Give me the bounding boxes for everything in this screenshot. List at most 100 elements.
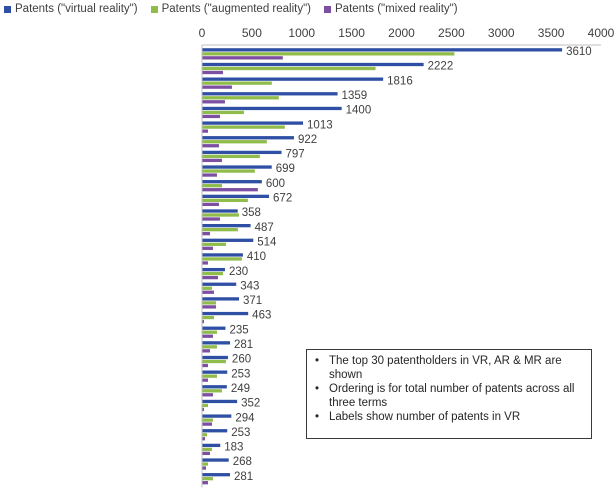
legend-swatch-mixed-reality [324, 5, 332, 13]
data-label: 3610 [566, 46, 592, 58]
data-label: 343 [240, 280, 259, 292]
bar-virtual-reality [202, 443, 221, 448]
bar-augmented-reality [202, 315, 214, 320]
bar-augmented-reality [202, 286, 212, 290]
notes-box: The top 30 patentholders in VR, AR & MR … [306, 349, 592, 439]
bar-mixed-reality [202, 158, 222, 163]
data-label: 410 [247, 251, 266, 263]
bar-mixed-reality [202, 319, 204, 324]
bar-virtual-reality [202, 121, 304, 125]
data-label: 1400 [346, 105, 372, 117]
data-label: 235 [229, 324, 248, 336]
bar-mixed-reality [202, 451, 210, 456]
bar-mixed-reality [202, 275, 218, 280]
data-label: 1816 [387, 75, 413, 87]
bar-virtual-reality [202, 341, 231, 345]
bar-virtual-reality [202, 311, 249, 316]
bar-mixed-reality [202, 100, 225, 104]
bar-virtual-reality [202, 165, 272, 169]
bar-virtual-reality [202, 209, 238, 213]
data-label: 253 [231, 368, 250, 380]
bar-mixed-reality [202, 85, 232, 89]
bar-augmented-reality [202, 242, 226, 246]
note-item: Ordering is for total number of patents … [315, 383, 585, 410]
legend-swatch-virtual-reality [4, 5, 11, 13]
bar-augmented-reality [202, 477, 213, 481]
bar-mixed-reality [202, 261, 208, 265]
bar-augmented-reality [202, 271, 223, 276]
bar-mixed-reality [202, 173, 217, 177]
bar-augmented-reality [202, 81, 272, 85]
bar-mixed-reality [202, 202, 219, 206]
bar-virtual-reality [202, 399, 238, 404]
bar-augmented-reality [202, 447, 212, 452]
bar-mixed-reality [202, 114, 220, 119]
data-label: 281 [234, 339, 253, 351]
bar-mixed-reality [202, 437, 205, 441]
bar-virtual-reality [202, 355, 228, 360]
bar-mixed-reality [202, 232, 210, 236]
note-item: Labels show number of patents in VR [315, 411, 585, 425]
data-label: 249 [231, 383, 250, 395]
bar-augmented-reality [202, 198, 248, 202]
data-label: 600 [266, 178, 285, 190]
data-label: 1359 [342, 90, 368, 102]
data-label: 463 [252, 310, 271, 322]
bar-virtual-reality [202, 370, 228, 374]
bar-mixed-reality [202, 188, 258, 192]
legend-label-virtual-reality: Patents ("virtual reality") [15, 3, 138, 15]
data-label: 281 [234, 471, 253, 483]
legend-swatch-augmented-reality [150, 5, 158, 13]
data-label: 352 [241, 398, 260, 410]
bar-virtual-reality [202, 326, 226, 330]
bar-mixed-reality [202, 481, 208, 485]
bar-augmented-reality [202, 125, 285, 129]
data-label: 294 [235, 412, 255, 424]
bar-augmented-reality [202, 140, 267, 144]
bar-augmented-reality [202, 433, 207, 437]
bar-augmented-reality [202, 228, 238, 232]
data-label: 230 [229, 266, 248, 278]
data-label: 2222 [428, 61, 454, 73]
bar-virtual-reality [202, 297, 240, 301]
bar-virtual-reality [202, 267, 225, 272]
bar-augmented-reality [202, 52, 455, 56]
bar-augmented-reality [202, 154, 260, 159]
data-label: 797 [286, 149, 305, 161]
chart-legend: Patents ("virtual reality") Patents ("au… [4, 1, 471, 17]
bar-augmented-reality [202, 374, 217, 378]
data-label: 1013 [307, 119, 333, 131]
bar-mixed-reality [202, 466, 206, 470]
data-label: 699 [276, 163, 295, 175]
bar-mixed-reality [202, 144, 219, 148]
bar-virtual-reality [202, 414, 232, 418]
data-label: 487 [255, 222, 274, 234]
bar-mixed-reality [202, 290, 214, 294]
legend-item-mixed-reality: Patents ("mixed reality") [324, 1, 458, 17]
bar-mixed-reality [202, 363, 208, 368]
bar-augmented-reality [202, 169, 255, 173]
bar-virtual-reality [202, 136, 294, 140]
bar-mixed-reality [202, 407, 204, 412]
x-tick-label: 2000 [388, 26, 415, 40]
data-label: 268 [233, 456, 252, 468]
bar-mixed-reality [202, 217, 220, 221]
bar-virtual-reality [202, 253, 243, 257]
bar-virtual-reality [202, 62, 424, 67]
x-tick-label: 500 [242, 26, 262, 40]
x-tick-label: 1500 [338, 26, 365, 40]
legend-label-mixed-reality: Patents ("mixed reality") [335, 3, 458, 15]
bar-virtual-reality [202, 224, 251, 228]
bar-virtual-reality [202, 194, 270, 198]
bar-augmented-reality [202, 389, 222, 393]
bar-mixed-reality [202, 246, 213, 250]
bar-virtual-reality [202, 106, 342, 111]
data-label: 922 [298, 134, 317, 146]
data-label: 672 [273, 193, 292, 205]
bar-augmented-reality [202, 213, 239, 217]
bar-virtual-reality [202, 458, 229, 462]
bar-virtual-reality [202, 282, 237, 286]
bar-mixed-reality [202, 393, 213, 397]
bar-mixed-reality [202, 129, 208, 133]
